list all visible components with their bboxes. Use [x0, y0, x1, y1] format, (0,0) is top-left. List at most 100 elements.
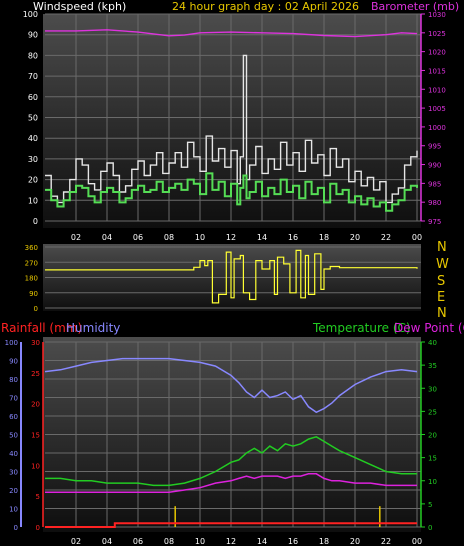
direction-series-line: [45, 249, 418, 304]
temperature-axis-title: Temperature (C): [312, 321, 411, 335]
x-tick-label: 16: [288, 233, 298, 242]
x-tick-label: 06: [133, 233, 143, 242]
humidity-tick-label: 70: [9, 395, 18, 403]
rain-tick-label: 15: [31, 432, 40, 440]
y-tick-label: 80: [28, 51, 38, 60]
x-tick-label: 14: [257, 537, 267, 546]
x-tick-label: 06: [133, 537, 143, 546]
rain-tick-label: 0: [36, 524, 40, 532]
x-tick-label: 14: [257, 233, 267, 242]
baro-tick-label: 985: [428, 180, 441, 188]
humidity-tick-label: 40: [9, 450, 18, 458]
x-tick-label: 12: [226, 233, 236, 242]
x-tick-label: 08: [164, 233, 174, 242]
baro-tick-label: 1000: [428, 124, 446, 132]
baro-tick-label: 1005: [428, 105, 446, 113]
rainfall-axis-title: Rainfall (mm): [1, 321, 82, 335]
baro-tick-label: 995: [428, 143, 441, 151]
compass-north-top: N: [437, 240, 447, 255]
x-tick-label: 02: [71, 537, 81, 546]
x-tick-label: 04: [102, 233, 112, 242]
humidity-tick-label: 10: [9, 506, 18, 514]
x-tick-label: 08: [164, 537, 174, 546]
baro-tick-label: 1010: [428, 86, 446, 94]
humidity-axis-title: Humidity: [66, 321, 120, 335]
rain-tick-label: 20: [31, 401, 40, 409]
dir-tick-label: 270: [25, 259, 38, 267]
humidity-tick-label: 80: [9, 376, 18, 384]
barometer-axis-title: Barometer (mb): [371, 0, 459, 13]
x-tick-label: 02: [71, 233, 81, 242]
temp-tick-label: 20: [428, 432, 437, 440]
compass-south: S: [437, 274, 445, 289]
baro-tick-label: 1030: [428, 11, 446, 19]
wind-series-line: [45, 172, 418, 212]
compass-north-bottom: N: [437, 306, 447, 321]
rain-tick-label: 5: [36, 493, 40, 501]
y-tick-label: 40: [28, 134, 38, 143]
humidity-tick-label: 100: [5, 339, 18, 347]
y-tick-label: 50: [28, 114, 38, 123]
humidity-tick-label: 50: [9, 432, 18, 440]
dir-tick-label: 0: [34, 305, 38, 313]
x-tick-label: 04: [102, 537, 112, 546]
rain-tick-label: 30: [31, 339, 40, 347]
temp-tick-label: 5: [428, 501, 432, 509]
baro-tick-label: 1025: [428, 30, 446, 38]
lower-series-line: [45, 522, 417, 528]
compass-labels: N W S E N: [436, 240, 449, 321]
x-tick-label: 10: [195, 233, 205, 242]
humidity-tick-label: 30: [9, 469, 18, 477]
lower-series-line: [45, 435, 417, 487]
compass-east: E: [437, 290, 445, 305]
y-tick-label: 70: [28, 72, 38, 81]
x-tick-label: 16: [288, 537, 298, 546]
x-tick-label: 00: [412, 233, 422, 242]
x-tick-label: 18: [319, 537, 329, 546]
y-tick-label: 20: [28, 176, 38, 185]
temp-tick-label: 40: [428, 339, 437, 347]
temp-tick-label: 35: [428, 362, 437, 370]
axis-ticks: 0102030405060708090100975980985990995100…: [5, 10, 446, 546]
rain-tick-label: 25: [31, 370, 40, 378]
x-tick-label: 22: [381, 233, 391, 242]
baro-tick-label: 980: [428, 199, 441, 207]
lower-series-line: [45, 473, 417, 494]
y-tick-label: 90: [28, 31, 38, 40]
y-tick-label: 30: [28, 155, 38, 164]
temp-tick-label: 0: [428, 524, 432, 532]
baro-tick-label: 1020: [428, 49, 446, 57]
x-tick-label: 20: [350, 233, 360, 242]
dir-tick-label: 180: [25, 275, 38, 283]
lower-series-line: [44, 357, 418, 414]
x-tick-label: 10: [195, 537, 205, 546]
temp-tick-label: 25: [428, 408, 437, 416]
x-tick-label: 12: [226, 537, 236, 546]
compass-west: W: [436, 257, 449, 272]
baro-tick-label: 990: [428, 162, 441, 170]
y-tick-label: 100: [23, 10, 38, 19]
baro-tick-label: 975: [428, 218, 441, 226]
humidity-tick-label: 0: [14, 524, 18, 532]
y-tick-label: 10: [28, 196, 38, 205]
dir-tick-label: 90: [29, 290, 38, 298]
rain-tick-label: 10: [31, 462, 40, 470]
y-tick-label: 0: [33, 217, 38, 226]
wind-series-line: [45, 29, 418, 38]
windspeed-axis-title: Windspeed (kph): [33, 0, 126, 13]
temp-tick-label: 30: [428, 385, 437, 393]
humidity-tick-label: 90: [9, 358, 18, 366]
x-tick-label: 20: [350, 537, 360, 546]
dir-tick-label: 360: [25, 244, 38, 252]
x-tick-label: 22: [381, 537, 391, 546]
dewpoint-axis-title: Dew Point (C): [394, 321, 464, 335]
y-tick-label: 60: [28, 93, 38, 102]
temp-tick-label: 10: [428, 478, 437, 486]
x-tick-label: 00: [412, 537, 422, 546]
humidity-tick-label: 60: [9, 413, 18, 421]
temp-tick-label: 15: [428, 455, 437, 463]
humidity-tick-label: 20: [9, 487, 18, 495]
graph-date-title: 24 hour graph day : 02 April 2026: [172, 0, 359, 13]
baro-tick-label: 1015: [428, 67, 446, 75]
